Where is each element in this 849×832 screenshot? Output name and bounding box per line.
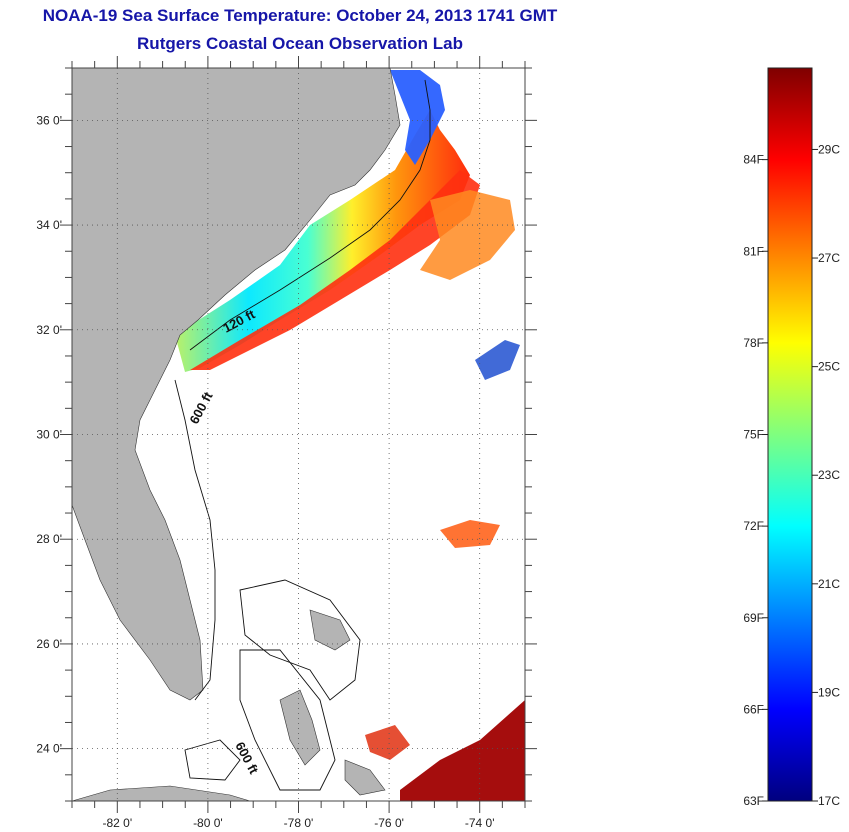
lon-tick-label: -74 0' bbox=[465, 816, 495, 830]
colorbar-label-c: 17C bbox=[818, 794, 840, 808]
colorbar-label-f: 69F bbox=[743, 611, 764, 625]
colorbar-gradient bbox=[767, 67, 813, 802]
lat-tick-label: 32 0' bbox=[36, 323, 62, 337]
lat-tick-label: 30 0' bbox=[36, 428, 62, 442]
colorbar-label-f: 78F bbox=[743, 336, 764, 350]
map-subtitle: Rutgers Coastal Ocean Observation Lab bbox=[137, 34, 463, 53]
graticule bbox=[72, 68, 525, 801]
land-us-southeast bbox=[72, 68, 401, 701]
colorbar-labels: 63F 66F 69F 72F 75F 78F 81F 84F 17C 19C 21C 23C 25C 2… bbox=[743, 142, 840, 808]
colorbar-label-f: 84F bbox=[743, 153, 764, 167]
temperature-colorbar: 63F 66F 69F 72F 75F 78F 81F 84F 17C 19C 21C 23C 25C 2… bbox=[743, 67, 840, 808]
isobath-120ft bbox=[189, 79, 431, 351]
colorbar-label-f: 81F bbox=[743, 244, 764, 258]
lat-tick-label: 28 0' bbox=[36, 532, 62, 546]
lat-tick-label: 26 0' bbox=[36, 637, 62, 651]
lon-tick-label: -80 0' bbox=[193, 816, 223, 830]
isobath-bahamas-bank bbox=[239, 579, 361, 701]
isobath-600ft bbox=[174, 379, 216, 701]
colorbar-label-c: 23C bbox=[818, 468, 840, 482]
colorbar-label-c: 19C bbox=[818, 685, 840, 699]
sst-north-cold bbox=[390, 70, 445, 165]
colorbar-label-f: 66F bbox=[743, 702, 764, 716]
lon-tick-label: -78 0' bbox=[284, 816, 314, 830]
map-frame bbox=[71, 67, 526, 802]
colorbar-label-c: 21C bbox=[818, 577, 840, 591]
sst-south-patch bbox=[365, 725, 410, 760]
lat-tick-label: 34 0' bbox=[36, 218, 62, 232]
lat-tick-label: 24 0' bbox=[36, 742, 62, 756]
colorbar-label-c: 25C bbox=[818, 360, 840, 374]
lat-tick-label: 36 0' bbox=[36, 113, 62, 127]
colorbar-label-f: 63F bbox=[743, 794, 764, 808]
lon-tick-label: -76 0' bbox=[374, 816, 404, 830]
axis-ticks: 24 0' 26 0' 28 0' 30 0' 32 0' 34 0' 36 0' -82 0… bbox=[36, 56, 537, 830]
land-bahamas-north bbox=[309, 609, 351, 651]
sst-southeast-warm bbox=[400, 700, 525, 801]
colorbar-label-f: 72F bbox=[743, 519, 764, 533]
land-bahamas-andros bbox=[279, 689, 321, 766]
isobath-cay-sal bbox=[184, 739, 241, 781]
sst-patch-mid bbox=[440, 520, 500, 548]
sst-patch-east bbox=[475, 340, 520, 380]
land-cuba bbox=[72, 785, 251, 801]
lon-tick-label: -82 0' bbox=[102, 816, 132, 830]
land-bahamas-south bbox=[344, 759, 386, 796]
map-title: NOAA-19 Sea Surface Temperature: October… bbox=[42, 6, 558, 25]
sst-offshore-patch bbox=[420, 190, 515, 280]
colorbar-label-c: 29C bbox=[818, 142, 840, 156]
sst-swath-coastal bbox=[175, 110, 470, 372]
colorbar-label-f: 75F bbox=[743, 428, 764, 442]
colorbar-label-c: 27C bbox=[818, 251, 840, 265]
sst-warm-band bbox=[190, 170, 480, 370]
isobath-bahamas-south bbox=[239, 649, 336, 791]
